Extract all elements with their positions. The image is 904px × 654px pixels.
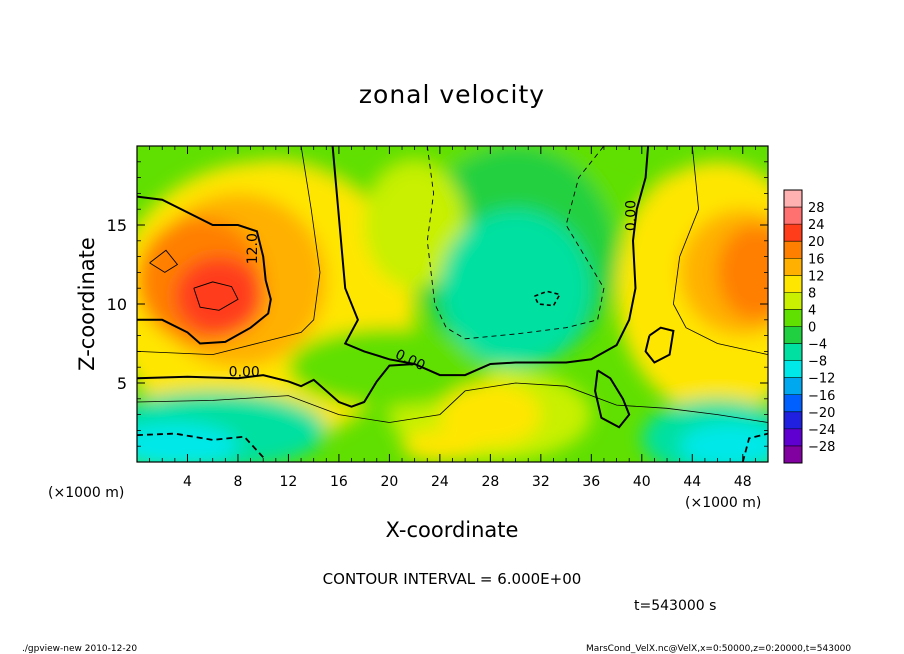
x-tick-label: 40 [633, 474, 651, 490]
colorbar-segment [784, 377, 802, 396]
contour-line [644, 326, 675, 364]
colorbar-label: −24 [808, 423, 835, 438]
x-tick-label: 24 [431, 474, 449, 490]
x-unit-note-right: (×1000 m) [685, 495, 761, 511]
contour-label: 0.00 [623, 200, 639, 231]
colorbar-label: 12 [808, 269, 825, 284]
colorbar-segment [784, 190, 802, 208]
x-tick-label: 32 [532, 474, 550, 490]
contour-line [149, 249, 179, 273]
x-tick-label: 20 [380, 474, 398, 490]
y-tick-label: 10 [107, 295, 127, 314]
colorbar-segment [784, 258, 802, 276]
colorbar-label: −28 [808, 440, 835, 455]
colorbar-segment [784, 275, 802, 293]
y-axis-label: Z-coordinate [75, 237, 99, 371]
contour-line [137, 146, 321, 356]
contour-line [594, 369, 631, 429]
footer-left: ./gpview-new 2010-12-20 [22, 644, 137, 654]
x-unit-note-left: (×1000 m) [48, 485, 124, 501]
colorbar-segment [784, 411, 802, 430]
x-tick-label: 44 [683, 474, 701, 490]
colorbar-label: 0 [808, 321, 816, 336]
plot-area [137, 146, 768, 462]
contour-line [672, 146, 768, 355]
y-tick-label: 15 [107, 216, 127, 235]
x-axis: 4 8 12 16 20 24 28 32 36 40 44 48 [149, 146, 756, 490]
colorbar-segment [784, 343, 802, 362]
colorbar-segment [784, 326, 802, 345]
x-tick-label: 28 [481, 474, 499, 490]
colorbar-label: 4 [808, 303, 816, 318]
colorbar-segment [784, 292, 802, 310]
contour-line [331, 146, 415, 365]
colorbar-segment [784, 309, 802, 327]
x-axis-label: X-coordinate [386, 518, 519, 542]
colorbar-segment [784, 428, 802, 447]
colorbar-label: 24 [808, 218, 825, 233]
colorbar-segment [784, 241, 802, 259]
colorbar-segment [784, 445, 802, 464]
colorbar-label: −4 [808, 338, 827, 353]
field-blob [439, 383, 541, 447]
colorbar-label: 20 [808, 235, 825, 250]
colorbar-segment [784, 394, 802, 413]
colorbar-label: 8 [808, 286, 816, 301]
colorbar-label: 28 [808, 201, 825, 216]
x-tick-label: 48 [734, 474, 752, 490]
x-tick-label: 36 [582, 474, 600, 490]
colorbar: 28 24 20 16 12 8 4 0 −4 −8 −12 −16 −20 −24 −28 [783, 189, 835, 464]
field-blob [364, 161, 466, 289]
colorbar-segment [784, 360, 802, 379]
colorbar-label: −20 [808, 406, 835, 421]
x-tick-label: 12 [280, 474, 298, 490]
chart-title: zonal velocity [359, 80, 545, 109]
field-blob [484, 256, 560, 336]
contour-line [741, 432, 768, 462]
contour-label: 12.0 [245, 233, 261, 264]
colorbar-label: 16 [808, 252, 825, 267]
field-blob [402, 430, 478, 462]
contour-line [426, 146, 605, 340]
contour-line [193, 281, 239, 311]
colorbar-label: −16 [808, 389, 835, 404]
y-axis: 5 10 15 [107, 161, 768, 447]
contour-line [533, 290, 562, 307]
x-tick-label: 8 [233, 474, 242, 490]
footer-right: MarsCond_VelX.nc@VelX,x=0:50000,z=0:2000… [586, 644, 851, 654]
colorbar-label: −8 [808, 355, 827, 370]
field-blob [717, 225, 768, 320]
contour-line [137, 432, 264, 458]
contour-line [137, 195, 272, 345]
contour-line [137, 382, 768, 423]
field-blob [174, 256, 264, 336]
colorbar-segment [784, 207, 802, 225]
field-blob [137, 422, 238, 462]
colorbar-label: −12 [808, 372, 835, 387]
contour-interval: CONTOUR INTERVAL = 6.000E+00 [323, 570, 582, 588]
x-tick-label: 4 [183, 474, 192, 490]
x-tick-label: 16 [330, 474, 348, 490]
y-tick-label: 5 [117, 374, 127, 393]
time-label: t=543000 s [634, 598, 716, 614]
contour-label: 0.00 [229, 365, 260, 381]
colorbar-segment [784, 224, 802, 242]
